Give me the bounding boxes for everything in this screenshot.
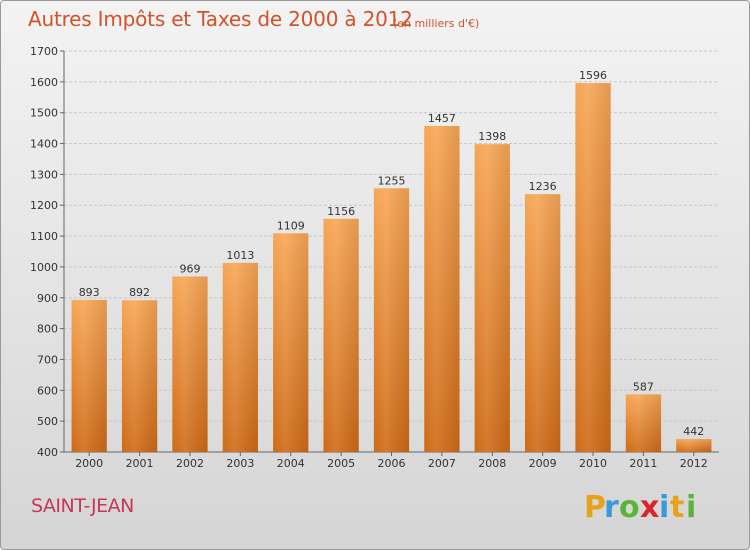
svg-text:t: t xyxy=(670,490,684,525)
data-label: 893 xyxy=(79,286,100,299)
label-layer: 400 500 600 700 800 900 1000 1100 1200 1300 1400 15… xyxy=(30,45,708,470)
data-label: 1255 xyxy=(378,174,406,187)
x-tick-label: 2003 xyxy=(226,457,254,470)
bar-shine xyxy=(373,188,410,452)
x-tick-label: 2005 xyxy=(327,457,355,470)
x-tick-label: 2004 xyxy=(277,457,305,470)
y-tick-label: 900 xyxy=(37,292,58,305)
x-tick-label: 2008 xyxy=(478,457,506,470)
bar-shine xyxy=(71,299,107,452)
x-tick-label: 2002 xyxy=(176,457,204,470)
data-label: 442 xyxy=(683,425,704,438)
y-tick-label: 500 xyxy=(37,415,58,428)
bar-layer xyxy=(71,83,712,453)
data-label: 1596 xyxy=(579,69,607,82)
y-tick-label: 1400 xyxy=(30,138,58,151)
bar-shine xyxy=(575,83,611,452)
x-tick-label: 2009 xyxy=(529,457,557,470)
x-tick-label: 2000 xyxy=(75,457,103,470)
data-label: 969 xyxy=(179,262,200,275)
data-label: 1109 xyxy=(277,219,305,232)
bar-shine xyxy=(474,144,510,452)
svg-text:i: i xyxy=(659,490,669,525)
proxiti-logo: P r o x i t i xyxy=(584,490,696,525)
svg-text:P: P xyxy=(584,490,606,525)
chart-title: Autres Impôts et Taxes de 2000 à 2012 xyxy=(28,7,413,31)
svg-text:x: x xyxy=(640,490,659,525)
x-tick-label: 2012 xyxy=(680,457,708,470)
chart-unit: (en milliers d'€) xyxy=(393,17,480,30)
bar-shine xyxy=(424,125,460,453)
bar-shine xyxy=(121,300,158,452)
x-tick-label: 2011 xyxy=(629,457,657,470)
bar-shine xyxy=(676,439,712,452)
y-tick-label: 1100 xyxy=(30,230,58,243)
bar-shine xyxy=(323,218,359,452)
bar-shine xyxy=(625,394,662,452)
data-label: 587 xyxy=(633,380,654,393)
bar-shine xyxy=(525,194,561,452)
svg-text:r: r xyxy=(604,490,619,525)
x-tick-label: 2006 xyxy=(378,457,406,470)
x-tick-label: 2010 xyxy=(579,457,607,470)
x-tick-label: 2001 xyxy=(126,457,154,470)
data-label: 1398 xyxy=(478,130,506,143)
y-tick-label: 800 xyxy=(37,323,58,336)
y-tick-label: 1200 xyxy=(30,199,58,212)
data-label: 1156 xyxy=(327,205,355,218)
data-label: 892 xyxy=(129,286,150,299)
y-tick-label: 700 xyxy=(37,353,58,366)
bar-shine xyxy=(172,276,208,452)
svg-text:i: i xyxy=(686,490,696,525)
y-tick-label: 1700 xyxy=(30,45,58,58)
y-tick-label: 1500 xyxy=(30,107,58,120)
data-label: 1236 xyxy=(529,180,557,193)
x-tick-label: 2007 xyxy=(428,457,456,470)
place-name: SAINT-JEAN xyxy=(31,495,134,517)
y-tick-label: 1000 xyxy=(30,261,58,274)
y-tick-label: 400 xyxy=(37,446,58,459)
data-label: 1457 xyxy=(428,112,456,125)
y-tick-label: 1600 xyxy=(30,76,58,89)
data-label: 1013 xyxy=(226,249,254,262)
y-tick-label: 600 xyxy=(37,384,58,397)
svg-text:o: o xyxy=(619,490,640,525)
bar-shine xyxy=(222,262,258,452)
y-tick-label: 1300 xyxy=(30,168,58,181)
bar-shine xyxy=(273,233,309,452)
